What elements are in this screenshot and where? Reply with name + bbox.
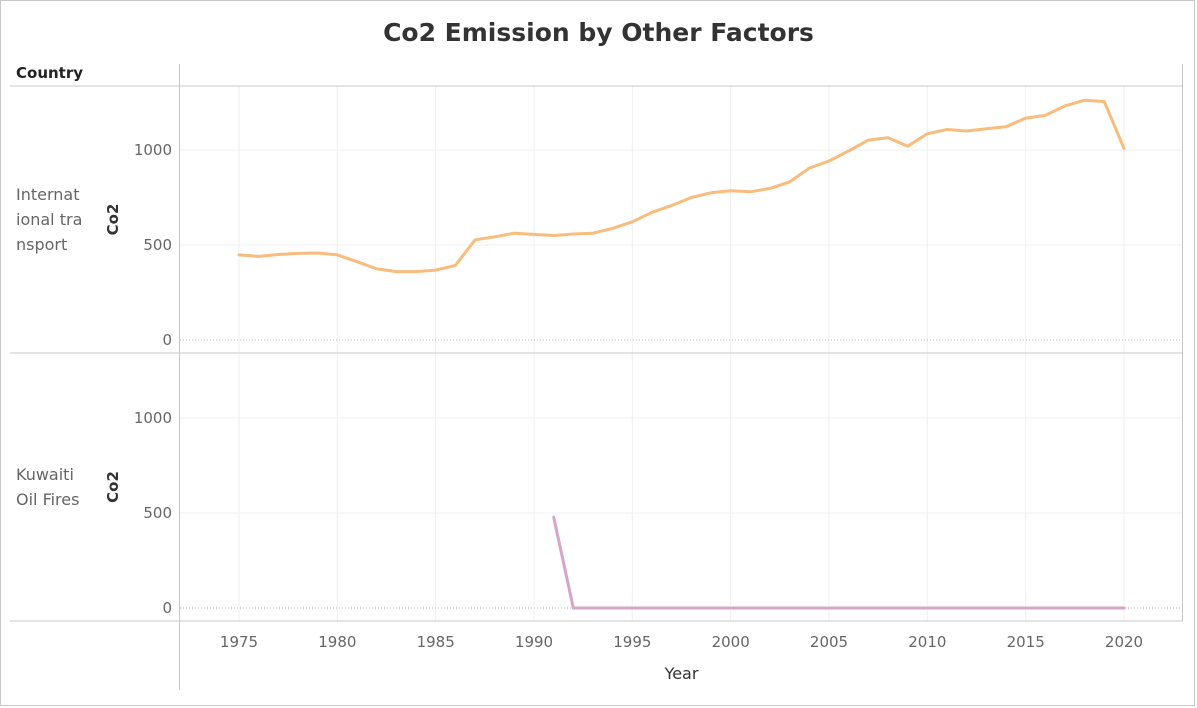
x-axis-label: Year [664,664,699,683]
row-label-international-transport: Internat ional tra nsport [16,182,96,257]
y-tick-label: 0 [162,599,172,617]
series-line [552,515,1126,610]
x-tick-label: 2015 [1007,633,1045,651]
row-label-line: nsport [16,235,68,254]
y-axis-label: Co2 [104,471,122,503]
y-tick-label: 500 [143,236,172,254]
y-axis-label: Co2 [104,204,122,236]
row-label-line: Kuwaiti [16,465,74,484]
x-tick-label: 2020 [1105,633,1143,651]
x-tick-label: 1995 [613,633,651,651]
y-tick-label: 0 [162,331,172,349]
y-tick-label: 500 [143,504,172,522]
x-tick-label: 1990 [515,633,553,651]
x-tick-label: 1980 [318,633,356,651]
y-tick-label: 1000 [134,141,172,159]
row-label-line: ional tra [16,210,83,229]
x-tick-label: 1975 [220,633,258,651]
x-tick-label: 1985 [417,633,455,651]
x-tick-label: 2000 [712,633,750,651]
chart-title: Co2 Emission by Other Factors [383,18,814,47]
row-header-country: Country [16,64,84,82]
row-label-line: Internat [16,185,80,204]
x-tick-label: 2010 [908,633,946,651]
row-label-line: Oil Fires [16,490,80,509]
y-tick-label: 1000 [134,409,172,427]
series-line [237,98,1126,274]
x-tick-label: 2005 [810,633,848,651]
row-label-kuwaiti-oil-fires: Kuwaiti Oil Fires [16,462,96,512]
